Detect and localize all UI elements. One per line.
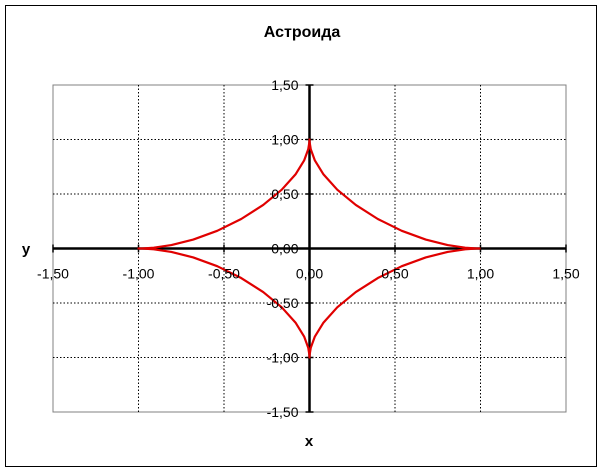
x-tick-label: -1,00 [123,266,155,282]
y-tick-label: 0,00 [271,241,298,257]
y-tick-label: 1,00 [271,132,298,148]
x-tick-label: 1,00 [467,266,494,282]
y-tick-label: -0,50 [267,295,299,311]
y-axis-label: y [22,241,31,258]
x-tick-label: -0,50 [208,266,240,282]
y-tick-label: -1,50 [267,404,299,420]
y-tick-label: 1,50 [271,77,298,93]
x-tick-label: 0,00 [296,266,323,282]
x-axis-label: x [305,433,314,450]
series-layer [137,138,481,359]
astroid-curve [137,138,481,359]
x-tick-label: 1,50 [552,266,579,282]
y-tick-label: -1,00 [267,350,299,366]
chart-title: Астроида [264,24,341,41]
x-tick-label: 0,50 [381,266,408,282]
tick-label-layer: -1,50 -1,00 -0,50 0,00 0,50 1,00 1,50 -1,50 -1,0… [37,77,580,420]
x-tick-label: -1,50 [37,266,69,282]
y-tick-label: 0,50 [271,186,298,202]
